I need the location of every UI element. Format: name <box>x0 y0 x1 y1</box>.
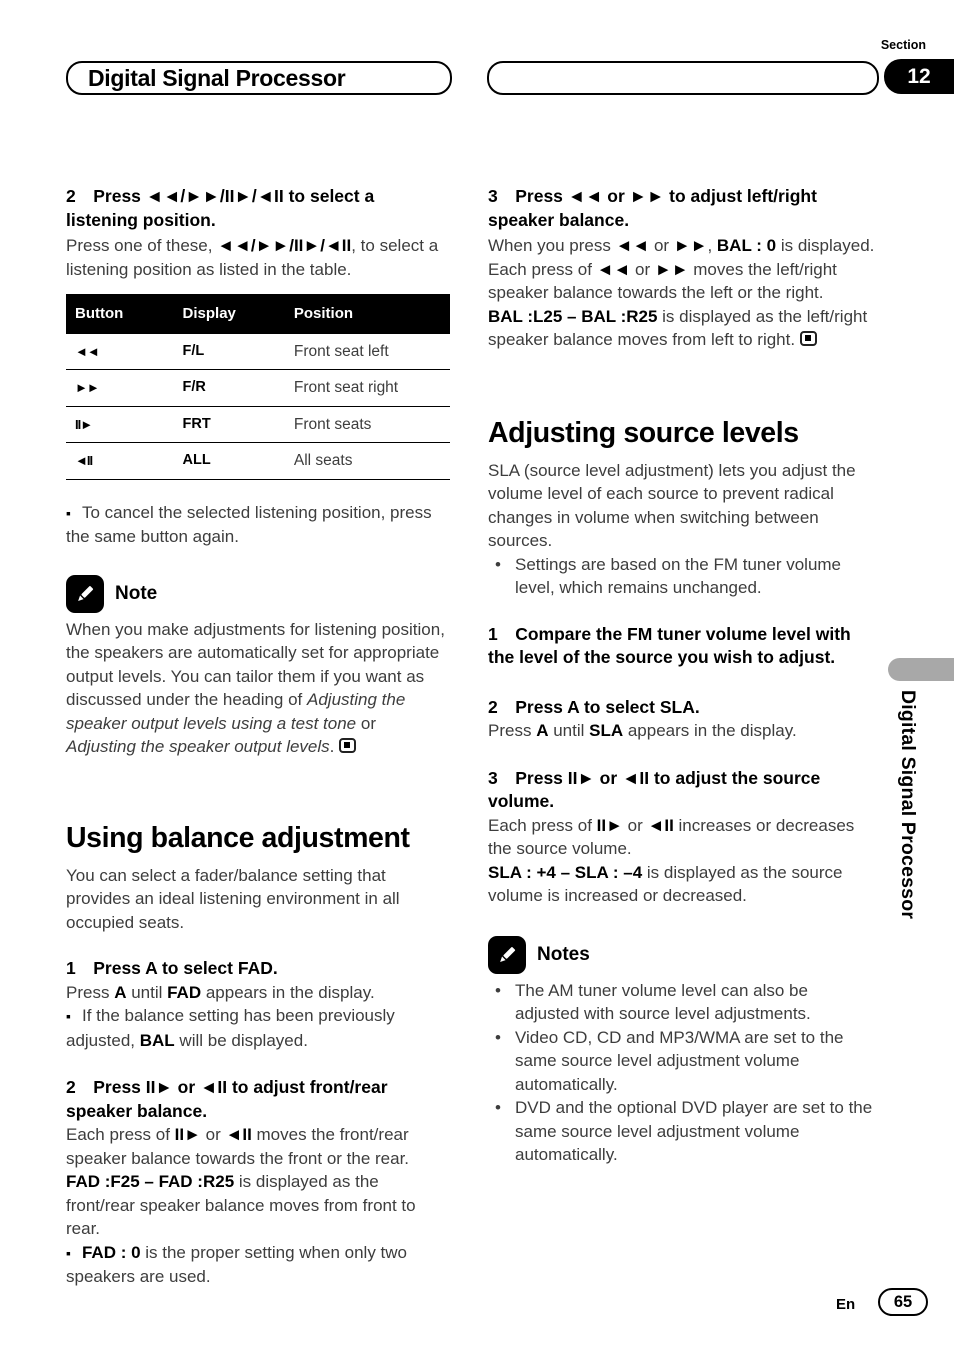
note-label: Note <box>115 582 158 604</box>
header-blank-box <box>487 61 879 95</box>
paragraph: SLA : +4 – SLA : –4 is displayed as the … <box>488 862 843 906</box>
display-cell: F/L <box>173 333 285 370</box>
notes-header: Notes <box>488 935 876 974</box>
button-cell: ◄II <box>66 442 174 480</box>
paragraph: Each press of II► or ◄II increases or de… <box>488 815 855 859</box>
pencil-note-icon <box>66 574 104 613</box>
end-of-section-icon <box>800 331 818 346</box>
left-column: 2 Press ◄◄/►►/II►/◄II to select a listen… <box>66 185 450 1289</box>
table-header-row: Button Display Position <box>66 294 450 334</box>
square-bullet-icon: ▪ <box>66 504 71 521</box>
section-intro: SLA (source level adjustment) lets you a… <box>488 460 856 551</box>
step-heading: 2 Press II► or ◄II to adjust front/rear … <box>66 1077 388 1121</box>
bullet-paragraph: ▪ FAD : 0 is the proper setting when only… <box>66 1242 408 1287</box>
step-heading: 2 Press A to select SLA. <box>488 696 700 717</box>
page-title: Digital Signal Processor <box>66 61 452 95</box>
section-heading: Using balance adjustment <box>66 821 410 854</box>
table-row: ◄◄ F/L Front seat left <box>66 333 450 370</box>
page-title-text: Digital Signal Processor <box>88 64 346 91</box>
notes-list: The AM tuner volume level can also be ad… <box>488 979 876 1167</box>
position-cell: Front seat right <box>284 369 450 407</box>
step-heading: 2 Press ◄◄/►►/II►/◄II to select a listen… <box>66 186 375 230</box>
sidebar-gray-tab <box>888 658 954 681</box>
section-heading: Adjusting source levels <box>488 416 799 449</box>
button-cell: ►► <box>66 369 174 407</box>
pencil-note-icon <box>488 935 526 974</box>
col-header-button: Button <box>66 294 174 334</box>
paragraph: Press A until SLA appears in the display… <box>488 721 797 740</box>
note-body: When you make adjustments for listening … <box>66 619 445 757</box>
paragraph: Each press of II► or ◄II moves the front… <box>66 1125 410 1168</box>
note-header: Note <box>66 574 450 613</box>
notes-label: Notes <box>537 943 590 965</box>
paragraph: BAL :L25 – BAL :R25 is displayed as the … <box>488 306 868 350</box>
list-item: Settings are based on the FM tuner volum… <box>488 553 876 600</box>
bullet-paragraph: ▪ If the balance setting has been previou… <box>66 1006 395 1050</box>
listening-position-table: Button Display Position ◄◄ F/L Front sea… <box>66 294 450 480</box>
step-heading: 1 Press A to select FAD. <box>66 958 278 978</box>
list-item: Video CD, CD and MP3/WMA are set to the … <box>488 1026 876 1097</box>
position-cell: Front seat left <box>284 333 450 370</box>
button-cell: ◄◄ <box>66 333 174 370</box>
col-header-display: Display <box>173 294 285 334</box>
paragraph: FAD :F25 – FAD :R25 is displayed as the … <box>66 1172 416 1238</box>
list-item: DVD and the optional DVD player are set … <box>488 1096 876 1167</box>
table-row: ►► F/R Front seat right <box>66 369 450 407</box>
step-heading: 3 Press ◄◄ or ►► to adjust left/right sp… <box>488 186 817 230</box>
footer-language: En <box>836 1296 856 1313</box>
display-cell: F/R <box>173 369 285 407</box>
step-heading: 1 Compare the FM tuner volume level with… <box>488 623 851 668</box>
display-cell: FRT <box>173 406 285 443</box>
section-number-badge: 12 <box>884 59 954 94</box>
step-heading: 3 Press II► or ◄II to adjust the source … <box>488 767 821 812</box>
paragraph: Press A until FAD appears in the display… <box>66 982 375 1002</box>
page-number-badge: 65 <box>878 1288 928 1316</box>
square-bullet-icon: ▪ <box>66 1244 71 1261</box>
paragraph: Press one of these, ◄◄/►►/II►/◄II, to se… <box>66 236 439 279</box>
section-label: Section <box>880 38 926 52</box>
section-intro: You can select a fader/balance setting t… <box>66 865 400 932</box>
paragraph: When you press ◄◄ or ►►, BAL : 0 is disp… <box>488 236 875 302</box>
position-cell: All seats <box>284 442 450 480</box>
display-cell: ALL <box>173 442 285 480</box>
table-row: II► FRT Front seats <box>66 406 450 443</box>
end-of-section-icon <box>339 738 357 753</box>
button-cell: II► <box>66 406 174 443</box>
bullet-list: Settings are based on the FM tuner volum… <box>488 553 876 600</box>
position-cell: Front seats <box>284 406 450 443</box>
sidebar-vertical-label: Digital Signal Processor <box>897 690 919 920</box>
list-item: The AM tuner volume level can also be ad… <box>488 979 876 1026</box>
right-column: 3 Press ◄◄ or ►► to adjust left/right sp… <box>488 185 876 1167</box>
col-header-position: Position <box>284 294 450 334</box>
square-bullet-icon: ▪ <box>66 1008 71 1024</box>
bullet-paragraph: ▪ To cancel the selected listening positi… <box>66 502 432 547</box>
table-row: ◄II ALL All seats <box>66 442 450 480</box>
